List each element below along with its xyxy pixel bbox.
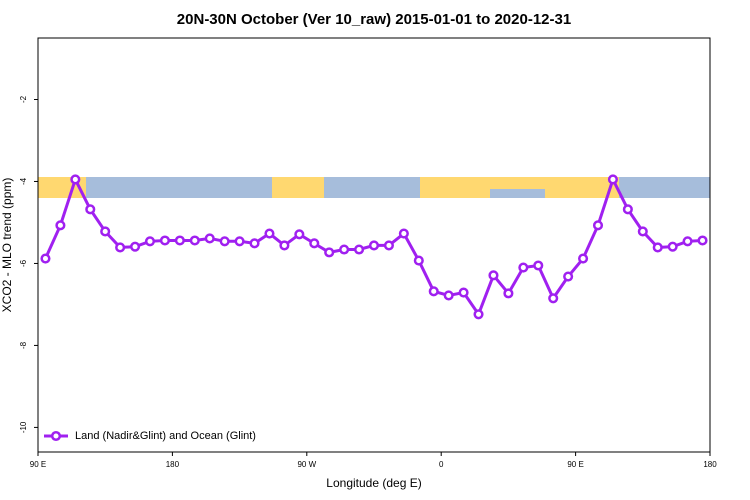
plot-frame — [37, 37, 711, 453]
point — [100, 226, 111, 237]
point — [488, 270, 499, 281]
point — [398, 228, 409, 239]
point — [144, 236, 156, 247]
x-tick-label: 90 W — [297, 460, 316, 469]
point — [652, 242, 663, 253]
x-tick-label: 180 — [166, 460, 180, 469]
point — [324, 247, 335, 258]
point — [383, 240, 394, 251]
point — [548, 293, 559, 304]
point — [249, 238, 260, 249]
point — [309, 238, 320, 249]
x-tick-label: 90 E — [567, 460, 583, 469]
point — [130, 241, 141, 252]
point — [204, 233, 215, 244]
x-tick-label: 180 — [703, 460, 717, 469]
point — [563, 271, 574, 282]
point — [667, 241, 678, 252]
point — [189, 235, 200, 246]
point — [682, 236, 693, 247]
point — [578, 253, 589, 264]
point — [174, 235, 185, 246]
legend-marker — [50, 430, 62, 442]
map-strip — [38, 177, 710, 198]
point — [339, 244, 350, 255]
y-tick-label: -4 — [19, 177, 28, 185]
chart-title: 20N-30N October (Ver 10_raw) 2015-01-01 … — [177, 11, 571, 28]
point — [637, 226, 648, 237]
point — [622, 204, 633, 215]
point — [40, 253, 51, 264]
point — [428, 286, 439, 297]
point — [607, 174, 618, 185]
point — [234, 236, 245, 247]
point — [518, 262, 529, 273]
point — [219, 236, 230, 247]
point — [55, 220, 66, 231]
x-axis-label: Longitude (deg E) — [326, 476, 421, 490]
point — [592, 220, 604, 231]
point — [264, 228, 275, 239]
x-tick-label: 0 — [439, 460, 444, 469]
point — [443, 290, 454, 301]
point — [85, 204, 96, 215]
point — [533, 260, 544, 271]
point — [413, 255, 424, 266]
y-tick-label: -2 — [19, 95, 28, 103]
point — [697, 235, 708, 246]
point — [354, 244, 365, 255]
y-tick-label: -8 — [19, 341, 28, 349]
x-tick-label: 90 E — [30, 460, 46, 469]
point — [115, 242, 126, 253]
point — [503, 288, 514, 299]
legend-label: Land (Nadir&Glint) and Ocean (Glint) — [75, 430, 256, 442]
y-tick-label: -6 — [19, 259, 28, 267]
point — [159, 235, 170, 246]
point — [279, 240, 290, 251]
point — [294, 229, 305, 240]
y-axis-label: XCO2 - MLO trend (ppm) — [0, 178, 14, 313]
point — [458, 287, 469, 298]
y-tick-label: -10 — [19, 421, 28, 433]
point — [473, 309, 484, 320]
point — [70, 174, 81, 185]
point — [368, 240, 380, 251]
